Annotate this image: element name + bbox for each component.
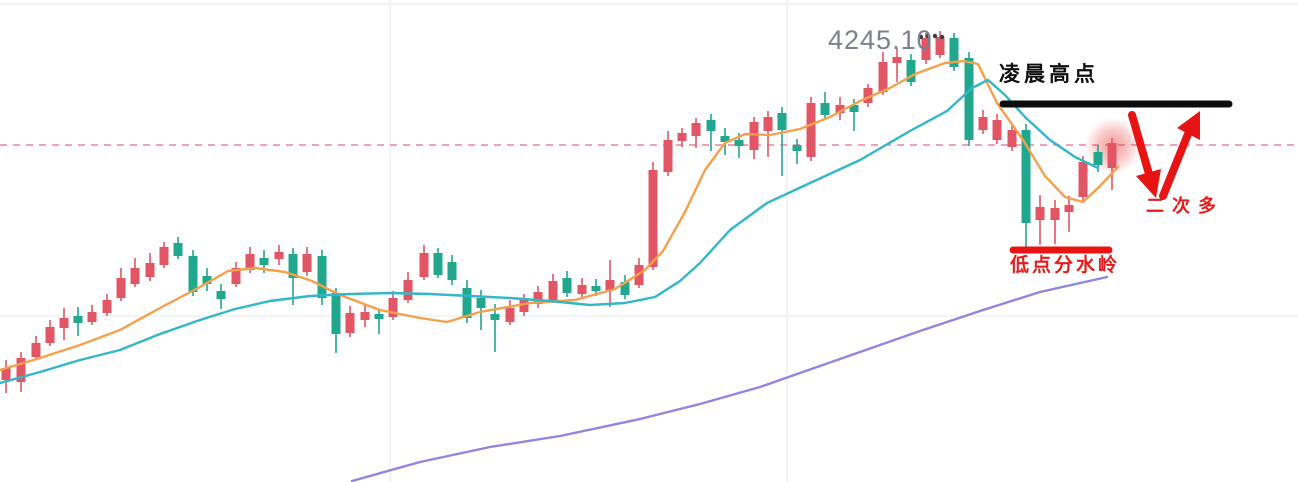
candle-body xyxy=(533,292,543,304)
candle-body xyxy=(87,312,97,322)
candle-body xyxy=(577,285,587,294)
ma-slow-purple xyxy=(350,275,1109,482)
candle-body xyxy=(31,343,41,357)
up-arrow-shaft[interactable] xyxy=(1159,130,1192,200)
up-arrow-head[interactable] xyxy=(1177,111,1200,140)
candle-body xyxy=(648,170,658,267)
candle-body xyxy=(749,122,759,150)
candle-body xyxy=(505,308,515,322)
candle-body xyxy=(706,120,716,131)
candle-body xyxy=(892,57,902,63)
price-label: 4245.10 xyxy=(828,25,933,55)
morning-high-annotation-label[interactable]: 凌晨高点 xyxy=(999,62,1099,86)
candle-body xyxy=(1,368,11,380)
candle-body xyxy=(620,282,630,295)
candle-body xyxy=(145,263,155,277)
ellipsis-dot xyxy=(939,34,945,40)
candle-body xyxy=(1035,207,1045,220)
candle-body xyxy=(1078,162,1088,197)
ma-mid-cyan xyxy=(0,78,1100,385)
candle-body xyxy=(16,358,26,382)
candle-body xyxy=(1050,208,1060,220)
candle-body xyxy=(691,123,701,136)
down-arrow-shaft[interactable] xyxy=(1128,111,1153,178)
candle-body xyxy=(388,298,398,317)
candle-body xyxy=(849,105,859,112)
ellipsis-dot xyxy=(932,33,938,39)
candle-body xyxy=(835,105,845,113)
candle-body xyxy=(964,58,974,140)
candle-body xyxy=(73,316,83,323)
second-long-annotation-label[interactable]: 二次多 xyxy=(1146,196,1224,216)
candle-body xyxy=(360,312,370,320)
candle-body xyxy=(231,268,241,284)
candle-body xyxy=(433,253,443,275)
candle-body xyxy=(548,281,558,300)
candle-body xyxy=(1064,205,1074,212)
candle-body xyxy=(605,280,615,290)
candle-body xyxy=(720,136,730,142)
candle-body xyxy=(216,291,226,299)
candle-body xyxy=(173,243,183,256)
candle-body xyxy=(863,88,873,103)
candle-body xyxy=(462,288,472,318)
ellipsis-dot xyxy=(925,33,931,39)
candle-body xyxy=(562,278,572,293)
candle-body xyxy=(490,314,500,320)
candle-body xyxy=(288,254,298,278)
candle-body xyxy=(116,278,126,298)
candle-body xyxy=(45,327,55,343)
candle-body xyxy=(419,253,429,277)
candle-body xyxy=(792,145,802,151)
candle-body xyxy=(317,256,327,298)
down-arrow-head[interactable] xyxy=(1136,169,1161,198)
candle-body xyxy=(188,256,198,292)
candle-body xyxy=(302,254,312,272)
candle-body xyxy=(476,298,486,308)
candle-body xyxy=(878,62,888,92)
candle-body xyxy=(921,38,931,60)
candle-body xyxy=(331,293,341,334)
candle-body xyxy=(274,252,284,259)
candle-body xyxy=(820,103,830,115)
candle-body xyxy=(734,140,744,146)
ellipsis-dot xyxy=(918,34,924,40)
candle-body xyxy=(102,300,112,313)
ma-fast-orange xyxy=(0,59,1120,372)
candle-body xyxy=(59,318,69,328)
candle-body xyxy=(677,133,687,141)
candle-body xyxy=(1007,130,1017,147)
candle-body xyxy=(992,120,1002,140)
candle-body xyxy=(159,247,169,265)
candle-body xyxy=(130,268,140,284)
candle-body xyxy=(978,117,988,130)
candle-body xyxy=(374,314,384,319)
candle-body xyxy=(663,140,673,172)
candle-body xyxy=(202,276,212,284)
candle-body xyxy=(935,37,945,55)
candle-body xyxy=(1093,152,1103,165)
candle-body xyxy=(1021,130,1031,223)
candle-body xyxy=(806,103,816,157)
candle-body xyxy=(906,60,916,82)
candle-body xyxy=(519,300,529,312)
candle-body xyxy=(345,313,355,333)
candle-body xyxy=(1107,143,1117,168)
candle-body xyxy=(763,117,773,131)
candle-body xyxy=(403,280,413,300)
candle-body xyxy=(591,286,601,291)
candle-body xyxy=(949,38,959,67)
candle-body xyxy=(447,262,457,280)
low-watershed-annotation-label[interactable]: 低点分水岭 xyxy=(1010,255,1121,276)
candle-body xyxy=(259,258,269,265)
candle-body xyxy=(245,254,255,270)
candle-body xyxy=(777,113,787,130)
